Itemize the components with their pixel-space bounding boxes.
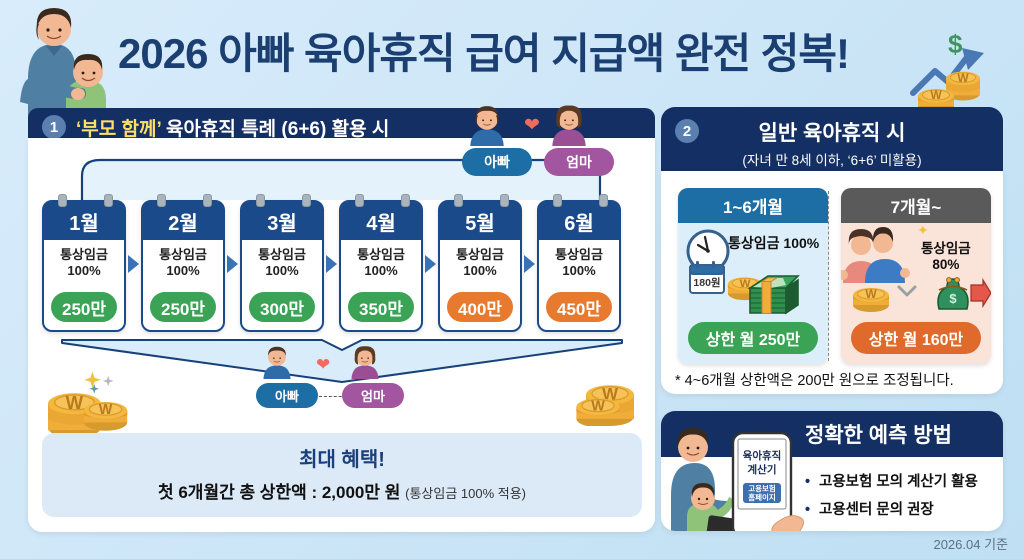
svg-text:육아휴직: 육아휴직	[743, 449, 782, 462]
svg-text:$: $	[949, 291, 957, 306]
svg-text:$: $	[948, 29, 963, 59]
svg-text:홈페이지: 홈페이지	[748, 492, 776, 502]
svg-text:고용보험: 고용보험	[748, 483, 776, 493]
svg-text:계산기: 계산기	[748, 463, 777, 476]
svg-text:180원: 180원	[693, 276, 720, 289]
svg-text:✦: ✦	[917, 223, 929, 238]
